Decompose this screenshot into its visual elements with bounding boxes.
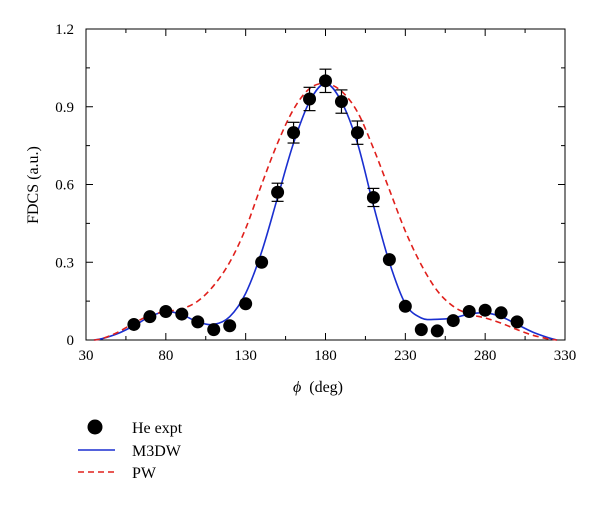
data-point: [334, 95, 348, 109]
axis-titles: FDCS (a.u.) ϕ (deg): [25, 146, 343, 396]
x-tick-label: 330: [554, 348, 577, 364]
x-tick-label: 280: [474, 348, 497, 364]
legend-item-m3dw: M3DW: [78, 443, 182, 460]
data-point: [271, 185, 285, 199]
x-tick-label: 30: [79, 348, 94, 364]
legend-label-pw: PW: [132, 465, 157, 482]
legend-label-he-expt: He expt: [132, 420, 183, 437]
x-tick-label: 130: [234, 348, 257, 364]
plot-area: 30 80 130 180 230 280 330 0 0.3 0.6 0.9 1.2: [55, 22, 576, 364]
data-point: [510, 315, 524, 329]
y-tick-label: 0.3: [55, 255, 74, 271]
x-tick-label: 230: [394, 348, 417, 364]
data-point: [414, 323, 428, 337]
data-point: [319, 74, 332, 88]
data-point: [366, 190, 380, 204]
data-point: [382, 253, 396, 267]
data-point: [350, 126, 364, 140]
x-tick-label: 80: [158, 348, 173, 364]
data-point: [287, 126, 301, 140]
y-tick-label: 0: [67, 333, 75, 349]
data-point: [127, 317, 141, 331]
data-point: [191, 315, 205, 329]
data-point: [303, 92, 317, 106]
legend: He expt M3DW PW: [78, 419, 183, 482]
series-line-m3dw: [93, 82, 558, 341]
x-tick-label: 180: [314, 348, 337, 364]
data-point: [398, 299, 412, 313]
data-point: [159, 304, 173, 318]
legend-label-m3dw: M3DW: [132, 443, 182, 460]
x-axis-symbol: ϕ: [293, 379, 301, 396]
y-tick-label: 0.9: [55, 100, 74, 116]
data-point: [175, 307, 189, 321]
x-axis-title: ϕ (deg): [293, 379, 343, 396]
data-point: [494, 306, 508, 320]
y-axis-title: FDCS (a.u.): [25, 146, 42, 224]
y-tick-label: 1.2: [55, 22, 74, 38]
data-point: [430, 324, 444, 338]
data-point: [239, 297, 253, 311]
x-axis-unit: (deg): [309, 379, 343, 396]
data-point: [478, 303, 492, 317]
legend-item-he-expt: He expt: [87, 419, 183, 437]
data-point: [255, 255, 269, 269]
data-point: [223, 319, 237, 333]
data-point: [462, 304, 476, 318]
legend-item-pw: PW: [78, 465, 157, 482]
data-point: [446, 314, 460, 328]
legend-marker-circle: [87, 419, 103, 435]
data-point: [143, 310, 157, 324]
y-tick-label: 0.6: [55, 178, 74, 194]
data-point: [207, 323, 221, 337]
series-line-pw: [93, 82, 558, 341]
